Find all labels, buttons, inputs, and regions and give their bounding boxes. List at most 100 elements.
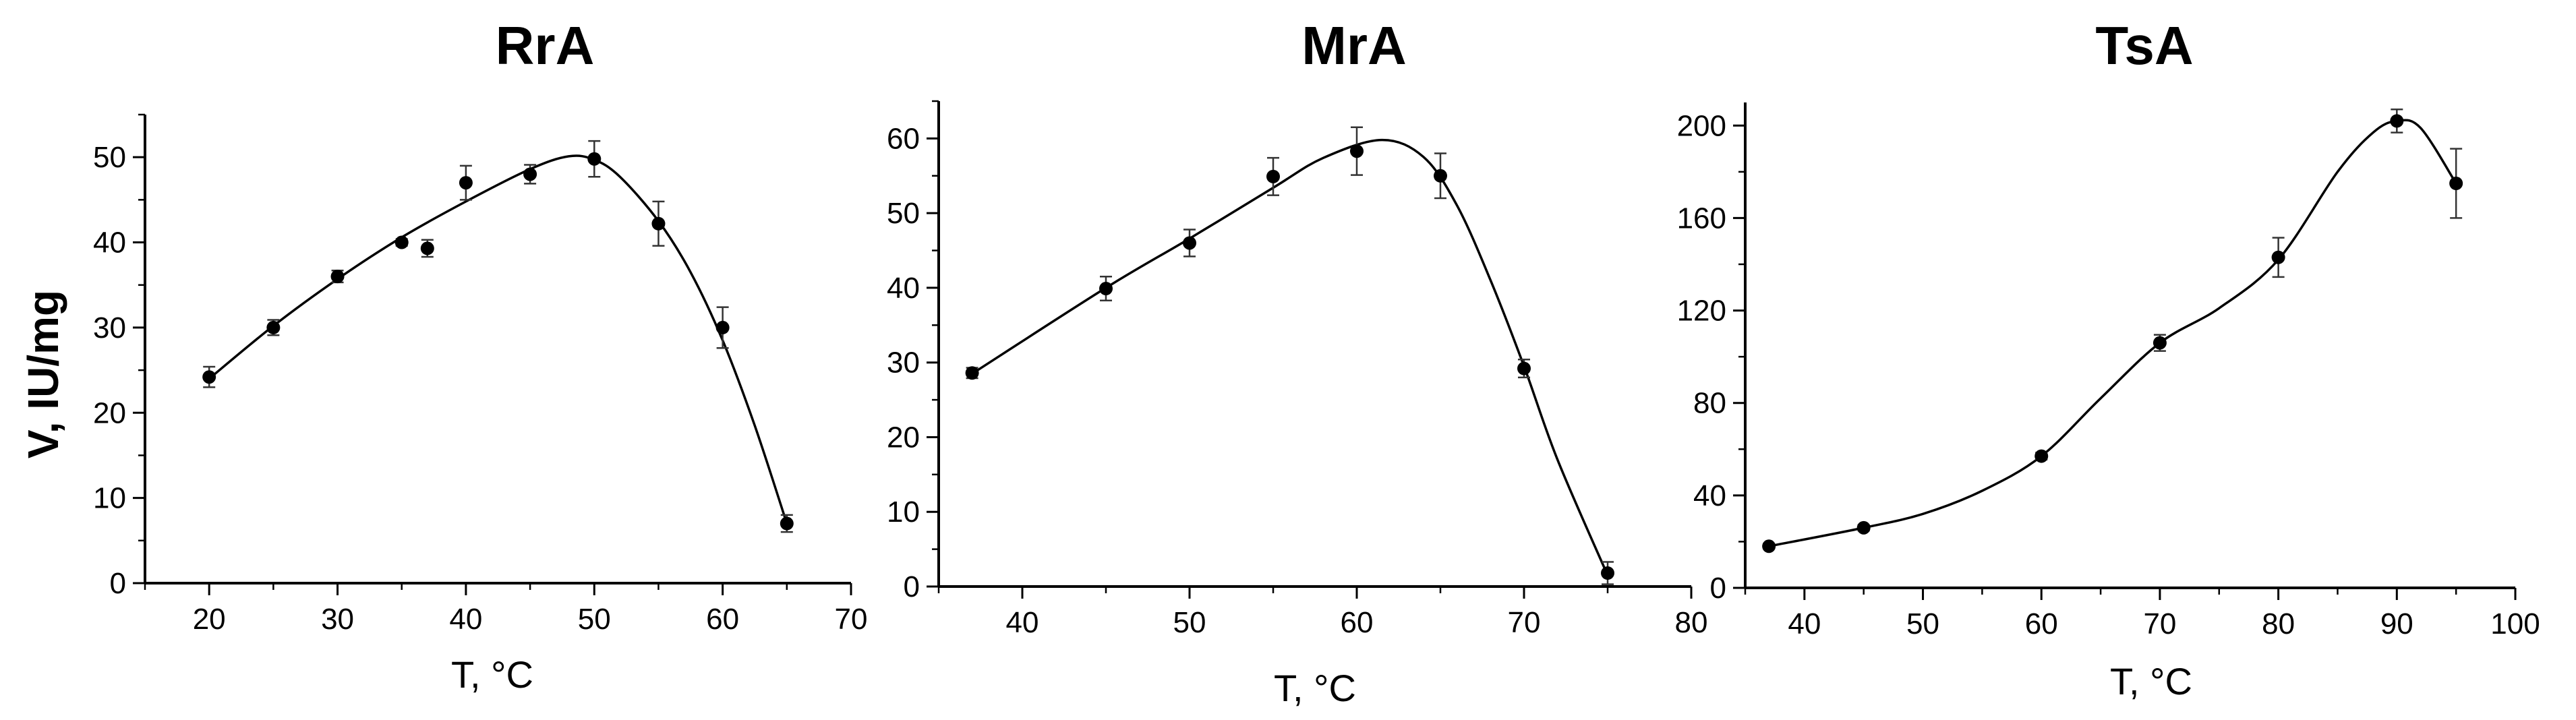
rra-data-point — [420, 239, 434, 258]
mra-y-tick-label: 0 — [904, 570, 920, 603]
rra-y-tick-label: 20 — [93, 396, 126, 429]
mra-y-tick-label: 50 — [887, 197, 920, 230]
mra-y-tick-label: 20 — [887, 421, 920, 454]
mra-x-tick-label: 70 — [1508, 606, 1541, 639]
rra-data-point — [523, 164, 537, 185]
tsa-y-tick-label: 200 — [1677, 109, 1726, 142]
rra-x-tick-label: 50 — [578, 603, 611, 636]
tsa-x-tick-label: 50 — [1906, 607, 1939, 640]
tsa-marker — [2035, 449, 2049, 463]
tsa-y-tick-label: 40 — [1693, 479, 1726, 512]
rra-marker — [715, 320, 730, 334]
tsa-marker — [1762, 539, 1776, 553]
tsa-x-axis-label: T, °C — [2110, 660, 2192, 702]
rra-x-axis-label: T, °C — [451, 653, 533, 696]
tsa-data-point — [2035, 449, 2049, 463]
tsa-data-point — [1762, 539, 1776, 553]
rra-data-point — [459, 164, 473, 201]
mra-marker — [1099, 282, 1113, 296]
rra-x-tick-label: 20 — [193, 603, 226, 636]
tsa-data-point — [2271, 237, 2285, 278]
mra-data-point — [1099, 276, 1113, 302]
rra-marker — [587, 152, 602, 166]
tsa-y-tick-label: 160 — [1677, 202, 1726, 235]
tsa-marker — [2449, 177, 2463, 190]
tsa-x-tick-label: 100 — [2490, 607, 2540, 640]
rra-marker — [523, 167, 537, 181]
rra-marker — [780, 516, 794, 531]
mra-y-tick-label: 60 — [887, 122, 920, 155]
chart-panel-mra: MrA 40 50 60 70 80 0 10 20 30 40 50 60 T, °C — [887, 16, 1707, 709]
rra-fit-curve — [208, 154, 788, 524]
rra-data-point — [715, 306, 730, 349]
rra-data-point — [266, 319, 281, 336]
tsa-data-point — [2390, 109, 2404, 133]
rra-x-tick-label: 40 — [449, 603, 482, 636]
rra-y-tick-label: 40 — [93, 227, 126, 260]
mra-marker — [965, 366, 979, 380]
rra-marker — [202, 370, 216, 384]
chart-panel-rra: RrA 20 30 40 50 60 70 0 10 20 30 40 50 T, °C — [93, 16, 867, 696]
mra-data-point — [1350, 126, 1364, 176]
mra-marker — [1601, 566, 1614, 580]
mra-marker — [1183, 236, 1196, 250]
rra-data-point — [330, 269, 345, 284]
tsa-marker — [2390, 114, 2404, 128]
mra-fit-curve — [971, 138, 1609, 576]
mra-data-point — [1266, 156, 1280, 196]
mra-x-tick-label: 60 — [1341, 606, 1374, 639]
rra-marker — [266, 320, 281, 334]
rra-marker — [420, 241, 434, 256]
mra-data-point — [1434, 152, 1447, 200]
rra-data-point — [651, 200, 666, 247]
mra-marker — [1517, 361, 1531, 376]
mra-y-tick-label: 30 — [887, 347, 920, 380]
mra-marker — [1434, 169, 1447, 183]
tsa-x-tick-label: 90 — [2380, 607, 2413, 640]
rra-marker — [651, 216, 666, 231]
tsa-fit-curve — [1768, 119, 2457, 548]
tsa-title: TsA — [2095, 16, 2193, 76]
mra-marker — [1266, 169, 1280, 183]
chart-panel-tsa: TsA 40 50 60 70 80 90 100 0 40 80 120 160 200 T, °C — [1677, 16, 2540, 702]
mra-x-tick-label: 40 — [1006, 606, 1039, 639]
rra-marker — [330, 270, 345, 284]
rra-x-tick-label: 70 — [835, 603, 868, 636]
mra-y-tick-label: 10 — [887, 496, 920, 529]
mra-data-point — [965, 366, 979, 380]
mra-y-tick-label: 40 — [887, 272, 920, 305]
mra-marker — [1350, 144, 1364, 158]
rra-marker — [394, 235, 409, 249]
mra-data-point — [1601, 561, 1614, 585]
y-axis-label: V, IU/mg — [19, 290, 67, 458]
rra-title: RrA — [496, 16, 595, 76]
tsa-marker — [2153, 336, 2167, 350]
tsa-x-tick-label: 40 — [1788, 607, 1821, 640]
rra-x-tick-label: 30 — [321, 603, 354, 636]
rra-data-point — [202, 365, 216, 388]
rra-data-point — [394, 235, 409, 249]
mra-x-axis-label: T, °C — [1274, 667, 1356, 709]
tsa-x-tick-label: 60 — [2025, 607, 2058, 640]
rra-marker — [459, 176, 473, 190]
tsa-x-tick-label: 70 — [2143, 607, 2176, 640]
rra-y-tick-label: 10 — [93, 482, 126, 515]
mra-data-point — [1183, 229, 1196, 258]
tsa-y-tick-label: 0 — [1710, 572, 1726, 605]
mra-data-point — [1517, 359, 1531, 379]
mra-x-tick-label: 80 — [1675, 606, 1708, 639]
tsa-marker — [1856, 520, 1871, 535]
tsa-data-point — [2153, 334, 2167, 352]
rra-x-tick-label: 60 — [706, 603, 739, 636]
tsa-y-tick-label: 120 — [1677, 295, 1726, 328]
tsa-data-point — [1856, 520, 1871, 535]
tsa-x-tick-label: 80 — [2262, 607, 2295, 640]
mra-x-tick-label: 50 — [1173, 606, 1206, 639]
tsa-data-point — [2449, 148, 2463, 219]
mra-title: MrA — [1301, 16, 1407, 76]
rra-y-tick-label: 50 — [93, 141, 126, 174]
tsa-y-tick-label: 80 — [1693, 387, 1726, 420]
rra-y-tick-label: 30 — [93, 311, 126, 344]
rra-data-point — [587, 140, 602, 178]
